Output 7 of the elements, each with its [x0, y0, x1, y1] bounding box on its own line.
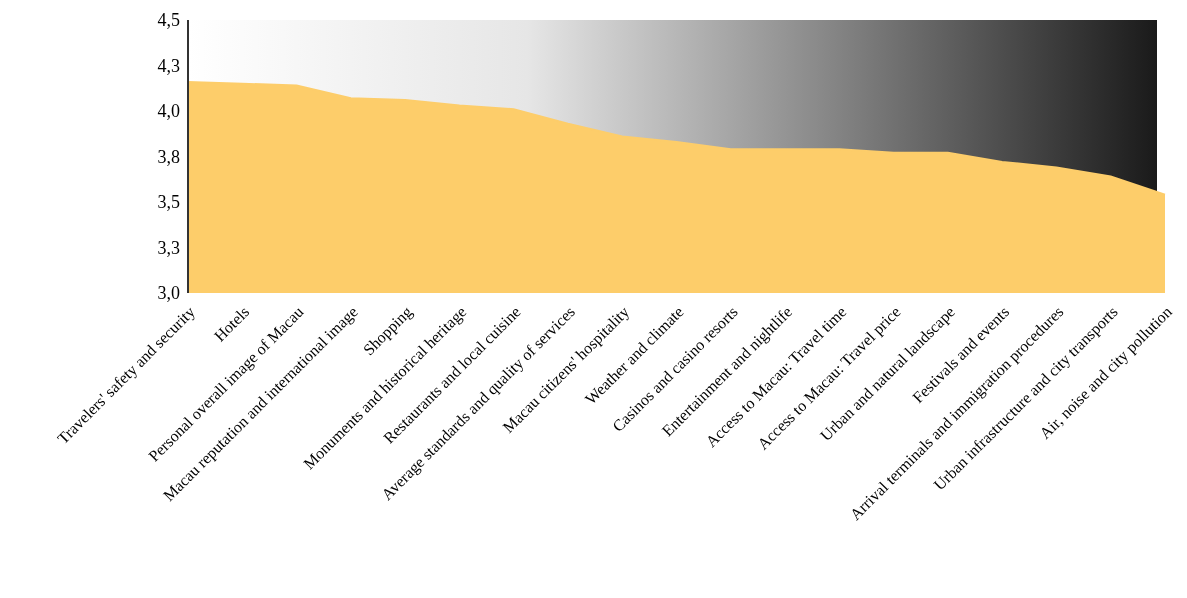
y-tick-label: 3,5 [157, 192, 180, 213]
y-tick-label: 4,3 [157, 55, 180, 76]
y-tick-label: 4,5 [157, 10, 180, 31]
y-tick-label: 3,8 [157, 146, 180, 167]
y-tick-label: 4,0 [157, 101, 180, 122]
y-tick-label: 3,0 [157, 283, 180, 304]
y-tick-label: 3,3 [157, 237, 180, 258]
